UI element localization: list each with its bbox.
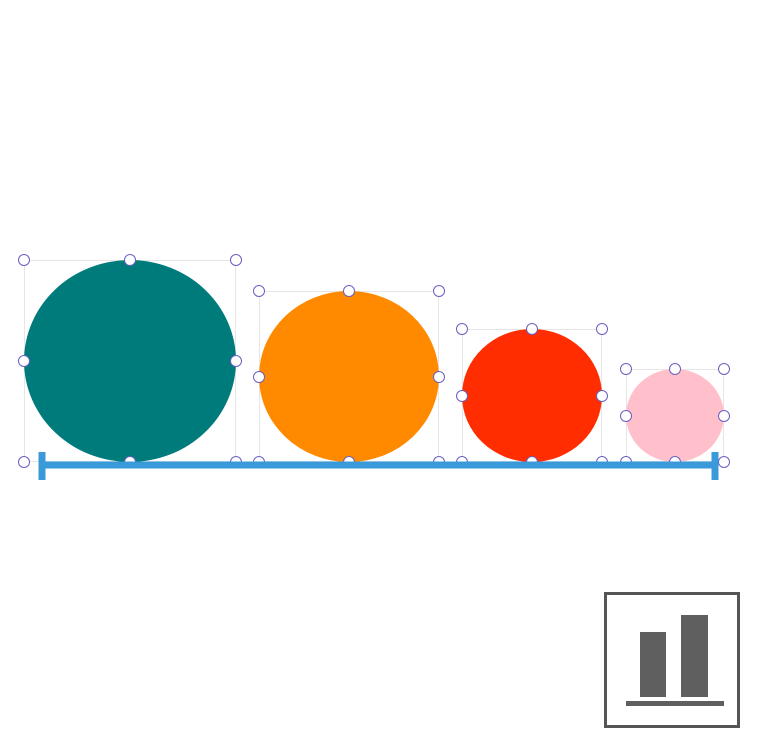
resize-handle-bottom-left[interactable] <box>18 456 30 468</box>
orange-circle[interactable] <box>259 291 439 462</box>
resize-handle-top-left[interactable] <box>253 285 265 297</box>
resize-handle-top-left[interactable] <box>18 254 30 266</box>
bar-chart-baseline <box>626 701 724 706</box>
resize-handle-top-left[interactable] <box>620 363 632 375</box>
resize-handle-top[interactable] <box>343 285 355 297</box>
resize-handle-left[interactable] <box>18 355 30 367</box>
resize-handle-top-left[interactable] <box>456 323 468 335</box>
resize-handle-left[interactable] <box>456 390 468 402</box>
bar-chart-bar-tall <box>681 615 708 697</box>
resize-handle-top[interactable] <box>124 254 136 266</box>
resize-handle-top[interactable] <box>526 323 538 335</box>
pink-circle[interactable] <box>626 369 724 462</box>
resize-handle-top-right[interactable] <box>718 363 730 375</box>
resize-handle-left[interactable] <box>620 410 632 422</box>
insert-chart-button[interactable] <box>604 592 740 728</box>
resize-handle-right[interactable] <box>718 410 730 422</box>
resize-handle-top-right[interactable] <box>230 254 242 266</box>
bar-chart-icon <box>626 615 724 706</box>
resize-handle-left[interactable] <box>253 371 265 383</box>
teal-circle[interactable] <box>24 260 236 462</box>
bar-chart-bar-short <box>640 632 666 697</box>
resize-handle-right[interactable] <box>596 390 608 402</box>
resize-handle-right[interactable] <box>433 371 445 383</box>
resize-handle-top[interactable] <box>669 363 681 375</box>
resize-handle-top-right[interactable] <box>596 323 608 335</box>
resize-handle-right[interactable] <box>230 355 242 367</box>
red-circle[interactable] <box>462 329 602 462</box>
resize-handle-top-right[interactable] <box>433 285 445 297</box>
